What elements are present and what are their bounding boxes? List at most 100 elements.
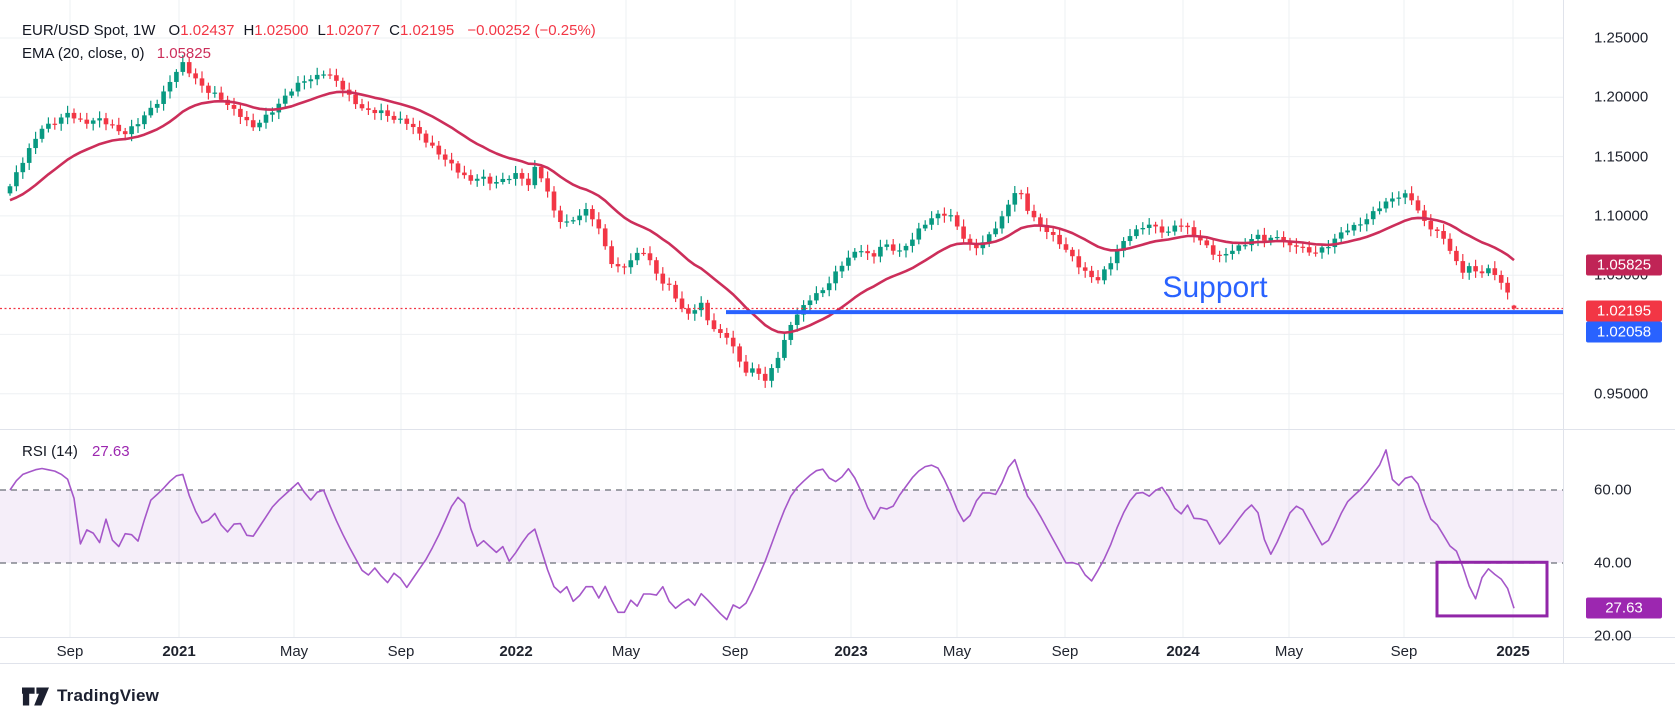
time-tick-label: May bbox=[1274, 643, 1304, 660]
candle-body bbox=[641, 252, 646, 255]
support-annotation-label[interactable]: Support bbox=[1162, 271, 1268, 304]
candle-body bbox=[206, 85, 211, 93]
price-tick-label: 1.15000 bbox=[1594, 148, 1649, 166]
candle-body bbox=[1178, 225, 1184, 227]
candle-body bbox=[33, 138, 38, 149]
candle-body bbox=[58, 117, 64, 124]
candle-body bbox=[807, 300, 813, 306]
candle-body bbox=[334, 75, 339, 81]
candle-body bbox=[1223, 253, 1229, 256]
candle-body bbox=[1070, 249, 1075, 257]
candle-body bbox=[186, 62, 192, 74]
candle-body bbox=[609, 246, 614, 265]
candle-body bbox=[711, 320, 717, 330]
ema-line[interactable] bbox=[9, 90, 1515, 334]
candle-body bbox=[1210, 245, 1216, 255]
candle-body bbox=[1262, 234, 1267, 241]
gridlines bbox=[0, 0, 1563, 637]
rsi-header[interactable]: RSI (14) 27.63 bbox=[22, 443, 130, 460]
rsi-label: RSI (14) bbox=[22, 443, 78, 460]
tradingview-logo-icon bbox=[22, 687, 49, 705]
ema-header[interactable]: EMA (20, close, 0) 1.05825 bbox=[22, 45, 211, 62]
candle-body bbox=[398, 118, 403, 120]
candle-body bbox=[1166, 231, 1171, 233]
candle-body bbox=[1370, 211, 1376, 220]
price-badge: 1.02195 bbox=[1586, 300, 1662, 322]
candle-body bbox=[1127, 236, 1133, 242]
rsi-tick-label: 20.00 bbox=[1594, 627, 1632, 645]
candlestick-series bbox=[7, 55, 1517, 388]
candle-body bbox=[698, 302, 704, 311]
candle-body bbox=[916, 228, 922, 240]
rsi-line[interactable] bbox=[9, 449, 1515, 621]
candle-body bbox=[1338, 232, 1344, 239]
candle-body bbox=[257, 122, 262, 128]
candle-body bbox=[750, 368, 755, 373]
pane-separator[interactable] bbox=[0, 429, 1675, 430]
candle-body bbox=[846, 257, 851, 266]
candle-body bbox=[1172, 225, 1178, 232]
candle-body bbox=[852, 251, 858, 258]
candle-body bbox=[762, 373, 768, 381]
candle-body bbox=[1498, 274, 1504, 283]
ema-value: 1.05825 bbox=[156, 45, 211, 62]
candle-body bbox=[1422, 210, 1427, 221]
candle-body bbox=[724, 332, 730, 338]
candle-body bbox=[922, 224, 928, 229]
candle-body bbox=[558, 210, 563, 223]
candle-body bbox=[1377, 208, 1382, 212]
candle-body bbox=[1025, 193, 1030, 211]
rsi-highlight-box[interactable] bbox=[1435, 560, 1549, 618]
candle-body bbox=[756, 368, 762, 374]
candle-body bbox=[513, 173, 518, 179]
symbol-title[interactable]: EUR/USD Spot, 1W bbox=[22, 22, 156, 39]
time-tick-label: 2021 bbox=[162, 643, 196, 660]
candle-body bbox=[577, 215, 582, 221]
symbol-header[interactable]: EUR/USD Spot, 1W O1.02437 H1.02500 L1.0207… bbox=[22, 22, 596, 39]
candle-body bbox=[890, 244, 896, 251]
candle-body bbox=[1274, 236, 1280, 239]
candle-body bbox=[602, 228, 608, 247]
candle-body bbox=[769, 368, 774, 381]
candle-body bbox=[564, 221, 570, 223]
candle-body bbox=[935, 213, 941, 219]
candle-body bbox=[116, 124, 122, 132]
candle-body bbox=[1191, 227, 1197, 236]
candle-body bbox=[103, 118, 109, 125]
candle-body bbox=[1441, 231, 1446, 239]
candle-body bbox=[199, 78, 205, 86]
candle-body bbox=[7, 186, 13, 194]
candle-body bbox=[1486, 268, 1491, 274]
candle-body bbox=[1140, 227, 1146, 230]
candle-body bbox=[1089, 270, 1094, 278]
candle-body bbox=[1294, 245, 1299, 247]
ohlc-value: 1.02195 bbox=[399, 22, 455, 39]
chart-canvas[interactable] bbox=[0, 0, 1563, 663]
candle-body bbox=[487, 176, 493, 184]
candle-body bbox=[814, 293, 819, 301]
candle-body bbox=[129, 126, 134, 135]
candle-body bbox=[90, 120, 96, 124]
candle-body bbox=[1146, 224, 1152, 228]
time-tick-label: 2024 bbox=[1166, 643, 1200, 660]
candle-body bbox=[974, 244, 979, 249]
candle-body bbox=[1038, 217, 1043, 226]
candle-body bbox=[302, 81, 307, 83]
candle-body bbox=[948, 215, 954, 217]
candle-body bbox=[1390, 198, 1395, 202]
candle-body bbox=[634, 252, 640, 261]
candle-body bbox=[468, 175, 474, 181]
candle-body bbox=[1396, 197, 1402, 199]
candle-body bbox=[519, 173, 525, 179]
time-tick-label: Sep bbox=[387, 643, 415, 660]
time-tick-label: 2022 bbox=[499, 643, 533, 660]
candle-body bbox=[538, 166, 544, 179]
candle-body bbox=[737, 346, 742, 362]
candle-body bbox=[1326, 247, 1331, 249]
candle-body bbox=[430, 142, 435, 146]
candle-body bbox=[1287, 242, 1293, 246]
price-axis-line bbox=[1563, 0, 1564, 663]
candle-body bbox=[673, 284, 678, 299]
tradingview-logo[interactable]: TradingView bbox=[22, 686, 159, 706]
candle-body bbox=[1511, 305, 1517, 309]
